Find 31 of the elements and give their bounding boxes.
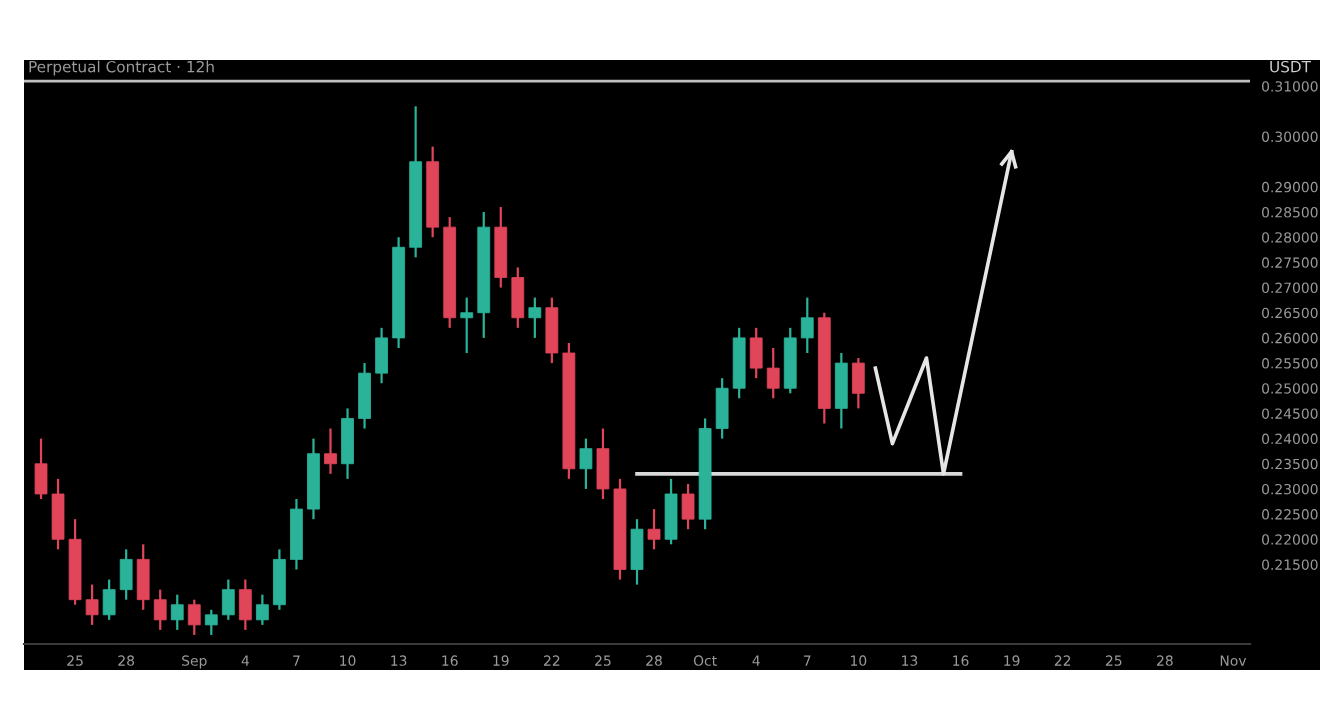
candlestick — [511, 266, 525, 329]
candlestick — [358, 361, 371, 430]
candlestick — [102, 578, 116, 621]
candlestick — [545, 296, 559, 365]
candlestick — [460, 296, 474, 355]
candlestick — [119, 548, 133, 601]
candlestick — [221, 578, 235, 621]
candlestick — [170, 593, 184, 632]
candlestick — [749, 326, 763, 380]
candlestick — [715, 377, 729, 440]
candlestick — [341, 407, 354, 480]
candlestick — [681, 482, 695, 531]
candlestick — [153, 588, 167, 632]
candlestick — [204, 608, 218, 637]
candlestick — [528, 296, 542, 340]
candlestick — [256, 593, 269, 626]
candlestick — [375, 326, 388, 385]
candlestick — [851, 356, 865, 410]
candlestick — [238, 578, 252, 632]
candlestick — [647, 507, 661, 551]
candlestick — [800, 296, 814, 355]
candlestick — [187, 598, 201, 637]
candlestick — [579, 437, 593, 491]
candlestick — [85, 583, 99, 626]
candlestick — [273, 548, 286, 611]
candlestick — [630, 518, 644, 586]
candlestick — [766, 346, 780, 400]
candlestick — [324, 427, 337, 475]
candlestick — [834, 351, 848, 430]
candlestick — [664, 477, 678, 546]
candlestick — [136, 543, 150, 611]
